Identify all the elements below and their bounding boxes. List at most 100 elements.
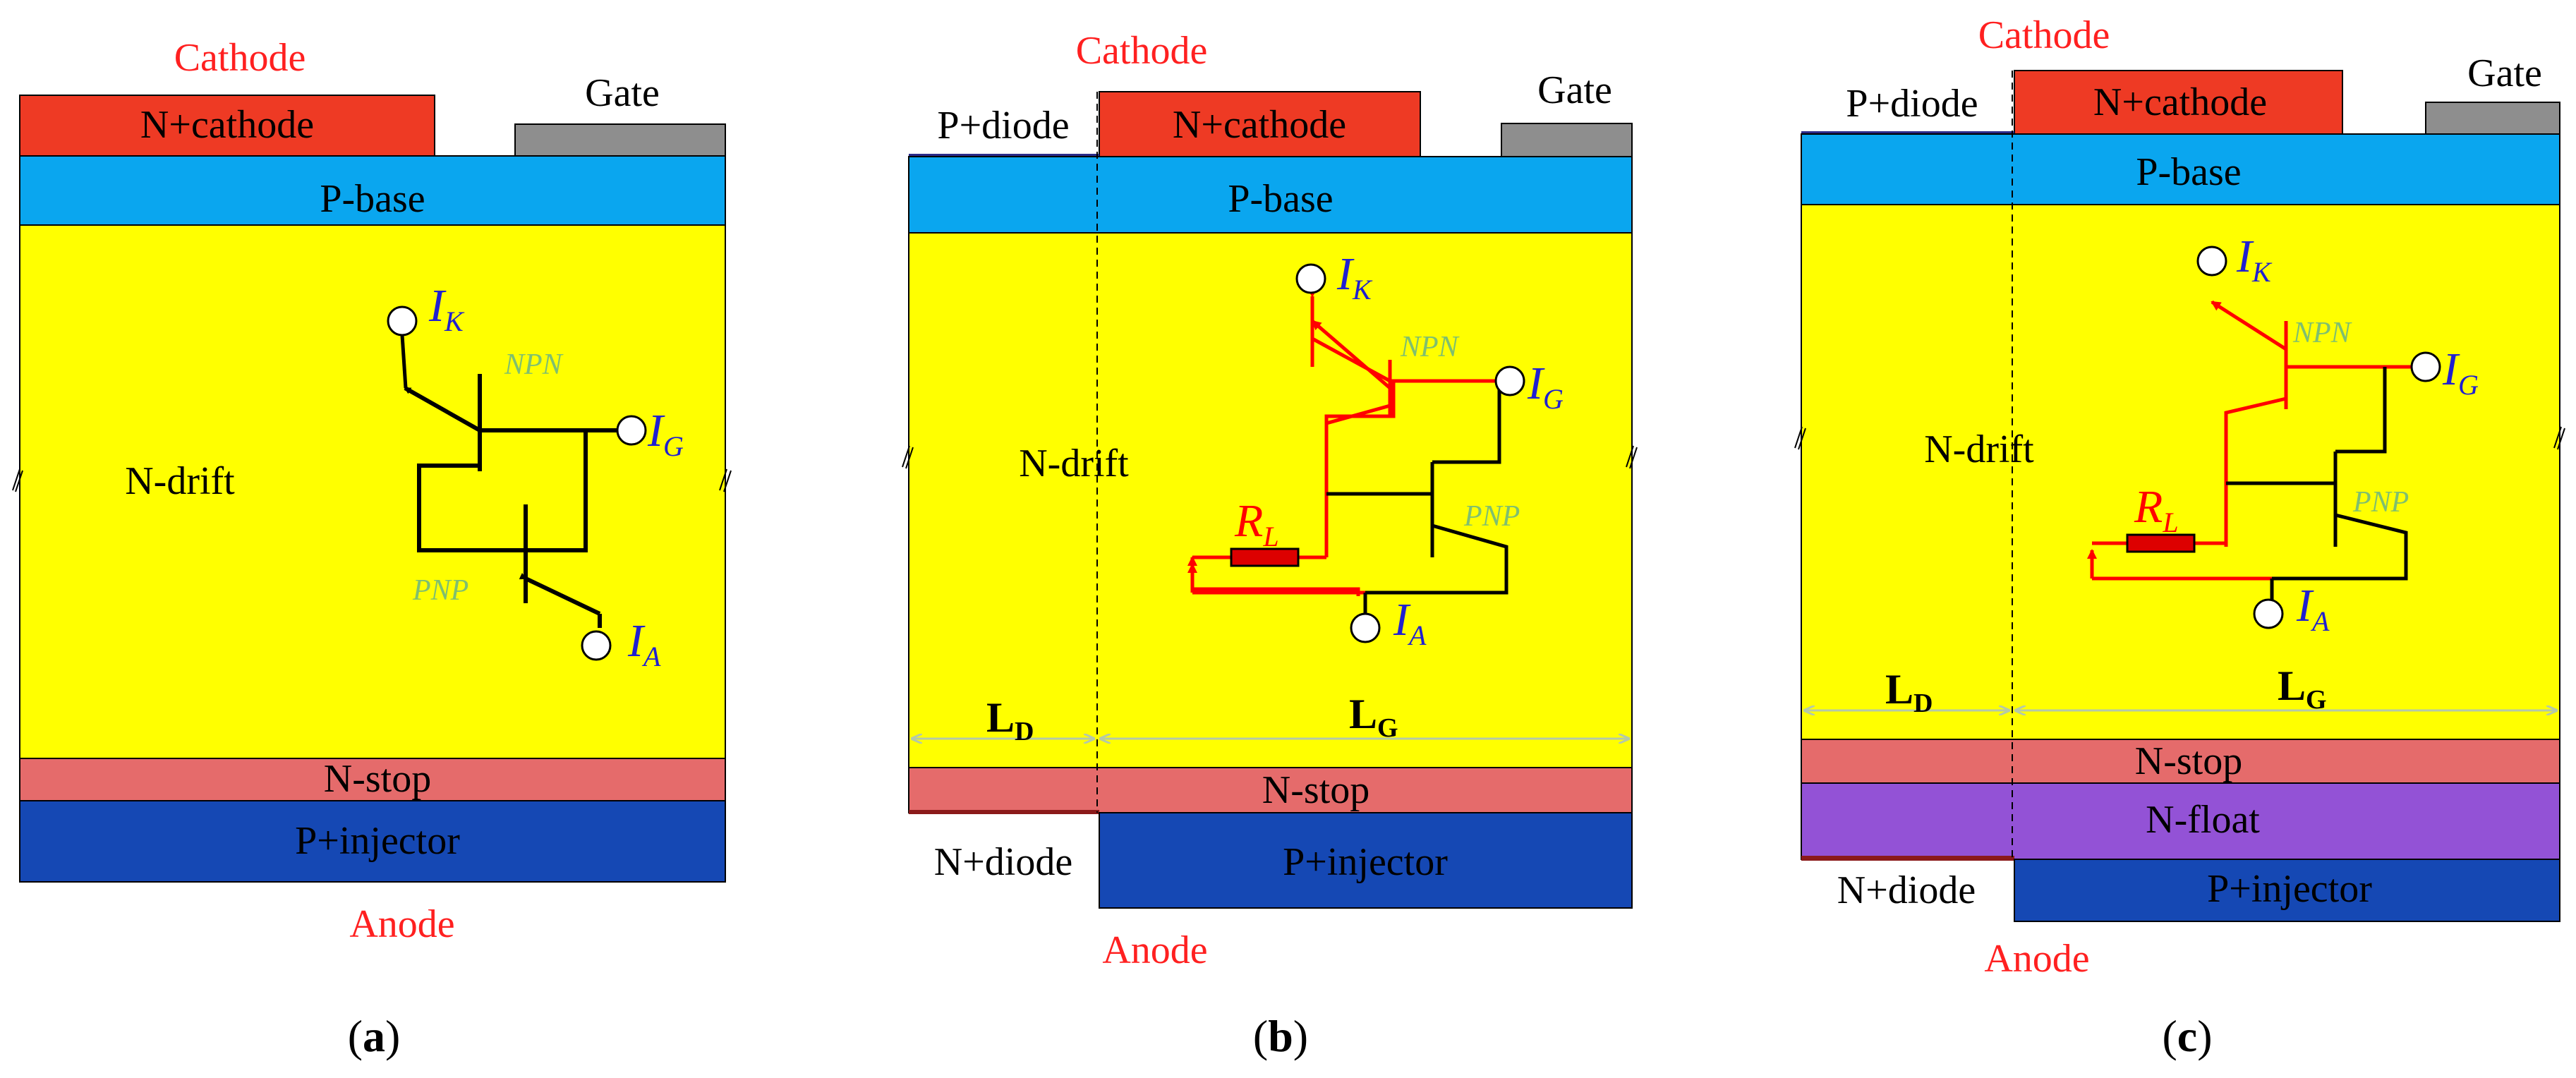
c-n-cathode-label: N+cathode bbox=[2093, 80, 2267, 124]
b-rl-symbol: RL bbox=[1234, 495, 1279, 552]
a-ig-symbol: IG bbox=[647, 405, 684, 462]
c-ld-label: LD bbox=[1885, 666, 1933, 718]
b-p-base-label: P-base bbox=[1228, 177, 1333, 221]
b-break-mark-left bbox=[902, 445, 910, 468]
c-break-mark-right bbox=[2553, 426, 2562, 449]
c-ig-terminal bbox=[2410, 351, 2441, 382]
panel-c: Cathode P+diode N+cathode Gate P-base N-… bbox=[1794, 13, 2565, 1061]
a-break-mark-right bbox=[719, 468, 727, 491]
c-p-base-label: P-base bbox=[2136, 150, 2241, 194]
a-n-drift-region bbox=[19, 224, 726, 759]
c-n-diode-thin bbox=[1801, 856, 2014, 861]
b-n-cathode-region bbox=[1099, 91, 1421, 157]
c-p-base-region bbox=[1801, 133, 2560, 205]
b-caption: (b) bbox=[1253, 1011, 1308, 1061]
c-lg-label: LG bbox=[2278, 662, 2327, 715]
b-n-diode-thin bbox=[909, 810, 1099, 814]
c-ik-terminal bbox=[2196, 246, 2227, 277]
a-thyristor-circuit bbox=[404, 374, 621, 628]
c-p-injector-label: P+injector bbox=[2207, 867, 2372, 911]
b-cathode-label: Cathode bbox=[1076, 29, 1208, 73]
c-break-mark-left bbox=[1794, 426, 1803, 449]
c-pnp-label: PNP bbox=[2352, 486, 2409, 519]
b-break-mark-right-2 bbox=[1629, 447, 1638, 469]
panel-a: Cathode N+cathode Gate P-base N-drift N-… bbox=[12, 36, 732, 1061]
a-npn-label: NPN bbox=[504, 349, 564, 381]
b-break-mark-left-2 bbox=[905, 447, 914, 469]
a-p-injector-label: P+injector bbox=[295, 819, 460, 863]
a-pnp-label: PNP bbox=[412, 574, 468, 607]
c-n-drift-region bbox=[1801, 204, 2560, 740]
b-npn-label: NPN bbox=[1400, 331, 1460, 363]
c-n-float-label: N-float bbox=[2146, 798, 2260, 842]
b-n-cathode-label: N+cathode bbox=[1173, 103, 1346, 147]
b-n-diode-label: N+diode bbox=[934, 840, 1072, 884]
a-ik-lead bbox=[400, 334, 408, 389]
a-caption: (a) bbox=[348, 1011, 401, 1061]
b-gate-metal bbox=[1501, 123, 1633, 157]
b-n-stop-label: N-stop bbox=[1262, 768, 1369, 812]
a-break-mark-right-2 bbox=[723, 470, 732, 492]
b-ld-label: LD bbox=[986, 694, 1034, 746]
b-p-diode-label: P+diode bbox=[937, 104, 1069, 147]
c-ia-terminal bbox=[2253, 598, 2284, 629]
c-break-mark-right-2 bbox=[2557, 428, 2565, 450]
c-p-diode-label: P+diode bbox=[1846, 82, 1978, 126]
c-p-injector-region bbox=[2014, 859, 2560, 922]
a-ia-terminal bbox=[581, 630, 612, 661]
c-ig-symbol: IG bbox=[2442, 344, 2479, 401]
a-gate-label: Gate bbox=[585, 71, 660, 115]
a-ik-terminal bbox=[387, 305, 418, 337]
c-gate-label: Gate bbox=[2467, 52, 2542, 95]
c-n-stop-label: N-stop bbox=[2135, 739, 2242, 783]
b-break-mark-right bbox=[1626, 445, 1634, 468]
b-ig-symbol: IG bbox=[1527, 358, 1564, 415]
c-rl-resistor bbox=[2126, 533, 2196, 553]
a-break-mark-left-2 bbox=[15, 470, 23, 492]
a-p-injector-region bbox=[19, 800, 726, 883]
c-cathode-label: Cathode bbox=[1978, 13, 2110, 57]
c-n-float-region bbox=[1801, 782, 2560, 860]
a-n-stop-region bbox=[19, 758, 726, 801]
b-ig-terminal bbox=[1494, 365, 1525, 396]
a-ik-symbol: IK bbox=[428, 280, 465, 337]
c-n-stop-region bbox=[1801, 739, 2560, 784]
panel-b: Cathode P+diode N+cathode Gate P-base N-… bbox=[902, 29, 1638, 1061]
a-p-base-region bbox=[19, 155, 726, 226]
c-gate-metal bbox=[2425, 102, 2560, 135]
c-anode-label: Anode bbox=[1984, 937, 2089, 981]
c-ik-symbol: IK bbox=[2236, 231, 2273, 288]
b-n-drift-region bbox=[908, 232, 1633, 768]
a-n-cathode-region bbox=[19, 95, 435, 157]
a-anode-label: Anode bbox=[349, 902, 454, 946]
b-ia-symbol: IA bbox=[1393, 594, 1427, 651]
b-n-drift-label: N-drift bbox=[1019, 442, 1129, 485]
b-rl-resistor bbox=[1230, 547, 1300, 567]
c-n-diode-label: N+diode bbox=[1837, 868, 1976, 912]
c-rl-symbol: RL bbox=[2134, 481, 2179, 538]
b-ik-terminal bbox=[1295, 263, 1326, 294]
a-gate-metal bbox=[514, 123, 726, 157]
b-ik-symbol: IK bbox=[1336, 248, 1373, 305]
b-pnp-label: PNP bbox=[1463, 500, 1520, 533]
b-p-injector-region bbox=[1099, 812, 1633, 909]
b-ia-terminal bbox=[1350, 612, 1381, 643]
b-lg-label: LG bbox=[1349, 691, 1398, 743]
a-cathode-label: Cathode bbox=[174, 36, 306, 80]
a-ia-symbol: IA bbox=[627, 615, 661, 672]
a-ig-terminal bbox=[616, 415, 647, 446]
b-gate-label: Gate bbox=[1537, 68, 1612, 112]
c-caption: (c) bbox=[2162, 1011, 2212, 1061]
a-break-mark-left bbox=[12, 468, 20, 491]
b-anode-label: Anode bbox=[1102, 928, 1207, 972]
c-ia-symbol: IA bbox=[2296, 580, 2330, 637]
a-n-drift-label: N-drift bbox=[125, 459, 235, 503]
c-n-drift-label: N-drift bbox=[1924, 428, 2034, 471]
a-p-base-label: P-base bbox=[320, 177, 425, 221]
a-n-stop-label: N-stop bbox=[324, 757, 431, 801]
a-n-cathode-label: N+cathode bbox=[140, 103, 314, 147]
b-p-injector-label: P+injector bbox=[1283, 840, 1448, 884]
c-break-mark-left-2 bbox=[1798, 428, 1806, 450]
b-circuit-detail bbox=[1187, 320, 1508, 614]
